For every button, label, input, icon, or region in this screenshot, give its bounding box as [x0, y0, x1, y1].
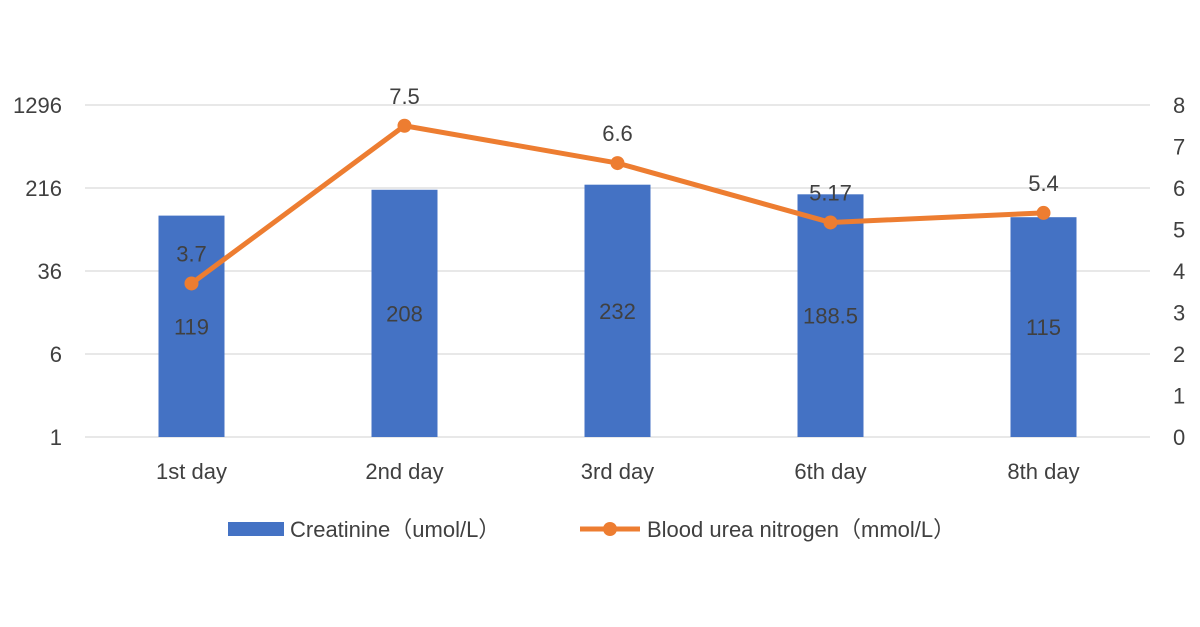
- x-tick-label: 8th day: [1007, 459, 1079, 484]
- right-tick-label: 2: [1173, 342, 1185, 367]
- creatinine-data-labels: 119 208 232 188.5 115: [174, 299, 1061, 340]
- line-data-label: 5.4: [1028, 171, 1059, 196]
- left-axis-ticks: 1296 216 36 6 1: [13, 93, 62, 450]
- creatinine-bars: [158, 184, 1077, 437]
- line-data-label: 3.7: [176, 241, 207, 266]
- bun-point: [184, 276, 199, 291]
- right-tick-label: 6: [1173, 176, 1185, 201]
- right-tick-label: 0: [1173, 425, 1185, 450]
- bun-line-series: [184, 118, 1051, 291]
- right-tick-label: 7: [1173, 135, 1185, 160]
- legend-swatch-creatinine: [228, 522, 284, 536]
- bar-data-label: 208: [386, 301, 423, 326]
- line-data-label: 6.6: [602, 121, 633, 146]
- left-tick-label: 6: [50, 342, 62, 367]
- x-tick-label: 2nd day: [365, 459, 443, 484]
- bar-data-label: 188.5: [803, 304, 858, 329]
- bun-point: [1036, 205, 1051, 220]
- left-tick-label: 36: [38, 259, 62, 284]
- legend-label-creatinine: Creatinine（umol/L）: [290, 517, 500, 542]
- bun-data-labels: 3.7 7.5 6.6 5.17 5.4: [176, 84, 1059, 267]
- left-tick-label: 1: [50, 425, 62, 450]
- bar-creatinine: [797, 194, 864, 437]
- bun-point: [610, 156, 625, 171]
- bar-creatinine: [371, 189, 438, 437]
- right-tick-label: 1: [1173, 384, 1185, 409]
- x-tick-label: 1st day: [156, 459, 227, 484]
- legend: Creatinine（umol/L） Blood urea nitrogen（m…: [228, 517, 955, 542]
- bar-data-label: 115: [1026, 315, 1061, 340]
- x-tick-label: 3rd day: [581, 459, 654, 484]
- legend-marker-bun: [603, 522, 617, 536]
- bar-data-label: 119: [174, 314, 209, 339]
- left-tick-label: 216: [25, 176, 62, 201]
- line-data-label: 7.5: [389, 84, 420, 109]
- x-tick-label: 6th day: [794, 459, 866, 484]
- legend-label-bun: Blood urea nitrogen（mmol/L）: [647, 517, 955, 542]
- right-axis-ticks: 8 7 6 5 4 3 2 1 0: [1173, 93, 1185, 450]
- bar-data-label: 232: [599, 299, 636, 324]
- line-data-label: 5.17: [809, 180, 852, 205]
- right-tick-label: 3: [1173, 301, 1185, 326]
- bar-creatinine: [584, 184, 651, 437]
- bun-point: [397, 118, 412, 133]
- right-tick-label: 5: [1173, 218, 1185, 243]
- bar-creatinine: [158, 215, 225, 437]
- bar-creatinine: [1010, 217, 1077, 437]
- bun-point: [823, 215, 838, 230]
- left-tick-label: 1296: [13, 93, 62, 118]
- right-tick-label: 8: [1173, 93, 1185, 118]
- x-axis-ticks: 1st day 2nd day 3rd day 6th day 8th day: [156, 459, 1080, 484]
- right-tick-label: 4: [1173, 259, 1185, 284]
